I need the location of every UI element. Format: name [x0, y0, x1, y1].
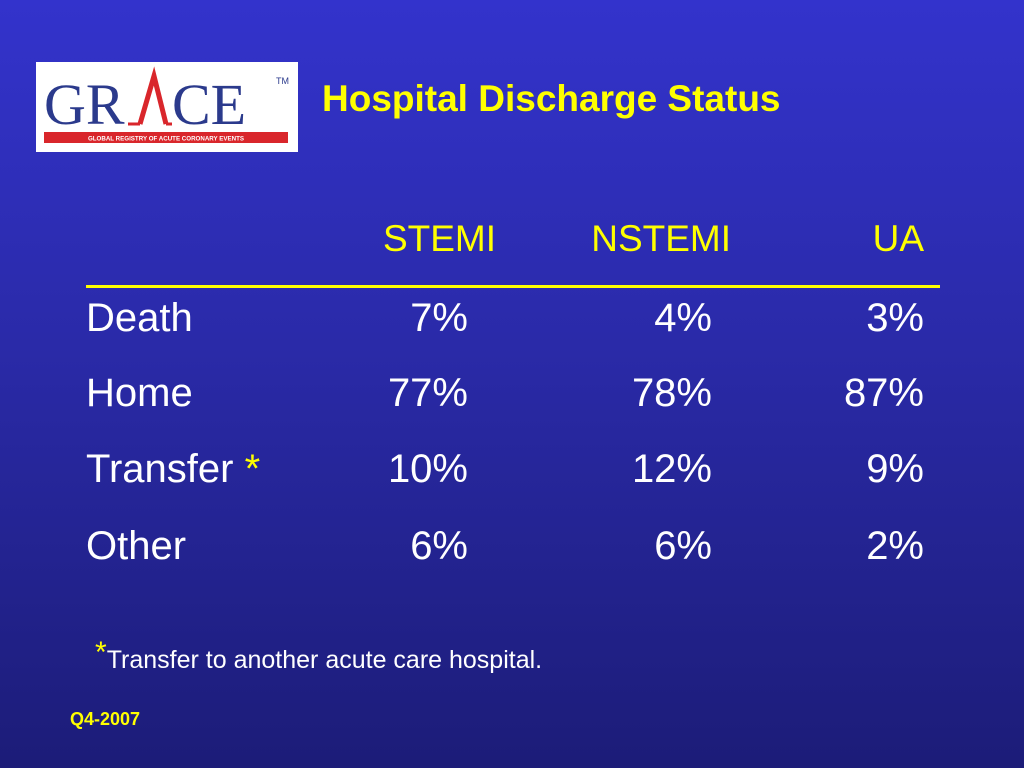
row-label-text: Death	[86, 296, 193, 340]
row-label-text: Home	[86, 371, 193, 415]
logo-letters-gr: GR	[44, 72, 125, 137]
column-header-ua: UA	[872, 218, 924, 259]
column-header-stemi: STEMI	[382, 218, 496, 259]
cell-death-nstemi: 4%	[654, 296, 712, 340]
row-label-text: Other	[86, 524, 187, 568]
header-divider	[86, 285, 940, 288]
row-label-home: Home	[86, 371, 193, 416]
logo-trademark: TM	[276, 76, 289, 86]
cell-home-nstemi: 78%	[631, 371, 712, 415]
date-label: Q4-2007	[70, 709, 141, 729]
column-header-nstemi: NSTEMI	[591, 218, 731, 259]
grace-logo-graphic: GR CE TM GLOBAL REGISTRY OF ACUTE CORONA…	[44, 66, 289, 143]
logo-tagline-bar	[44, 132, 288, 143]
transfer-footnote-marker: *	[244, 447, 261, 491]
cell-home-stemi: 77%	[387, 371, 468, 415]
footnote: *Transfer to another acute care hospital…	[95, 636, 542, 675]
cell-death-ua: 3%	[866, 296, 924, 340]
cell-other-nstemi: 6%	[654, 524, 712, 568]
logo-tagline: GLOBAL REGISTRY OF ACUTE CORONARY EVENTS	[88, 136, 244, 143]
cell-other-stemi: 6%	[410, 524, 468, 568]
cell-home-ua: 87%	[843, 371, 924, 415]
row-label-other: Other	[86, 524, 186, 569]
footnote-marker: *	[95, 636, 107, 669]
cell-death-stemi: 7%	[410, 296, 468, 340]
grace-logo: GR CE TM GLOBAL REGISTRY OF ACUTE CORONA…	[36, 62, 298, 152]
cell-other-ua: 2%	[866, 524, 924, 568]
cell-transfer-ua: 9%	[866, 447, 924, 491]
footnote-text: Transfer to another acute care hospital.	[106, 646, 543, 674]
row-label-transfer: Transfer *	[86, 447, 260, 492]
logo-pulse-a	[137, 66, 169, 125]
row-label-death: Death	[86, 296, 193, 341]
logo-letters-ce: CE	[172, 72, 246, 137]
cell-transfer-stemi: 10%	[387, 447, 468, 491]
cell-transfer-nstemi: 12%	[631, 447, 712, 491]
row-label-text: Transfer	[86, 447, 234, 491]
slide-title: Hospital Discharge Status	[322, 78, 781, 119]
